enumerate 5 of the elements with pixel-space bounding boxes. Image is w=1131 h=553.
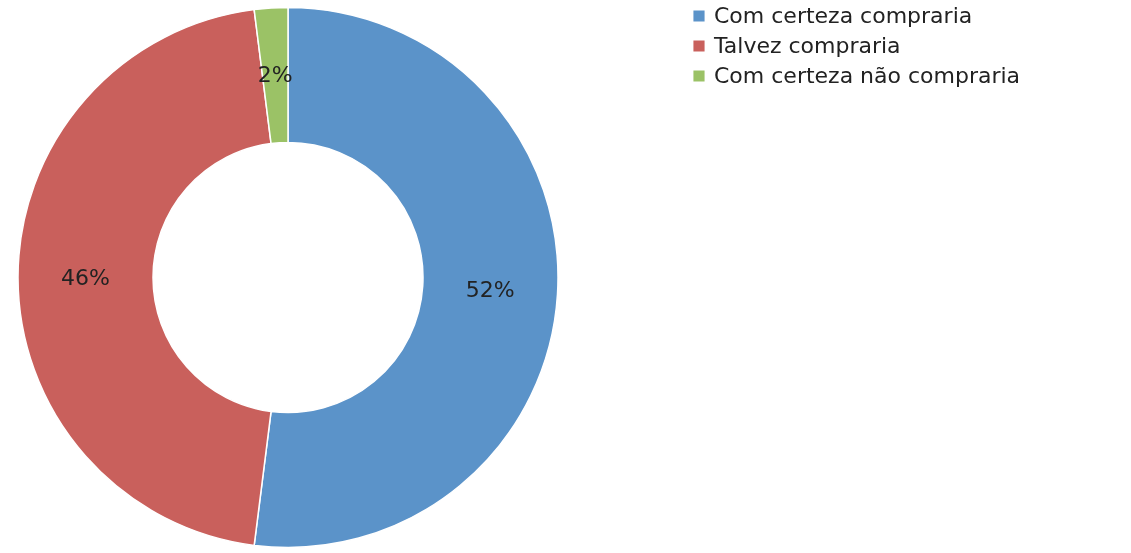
data-label: 46% <box>61 264 110 290</box>
legend-label: Talvez compraria <box>713 33 901 58</box>
data-label: 52% <box>465 277 515 303</box>
legend-label: Com certeza compraria <box>714 3 973 28</box>
legend-label: Com certeza não compraria <box>714 63 1021 88</box>
